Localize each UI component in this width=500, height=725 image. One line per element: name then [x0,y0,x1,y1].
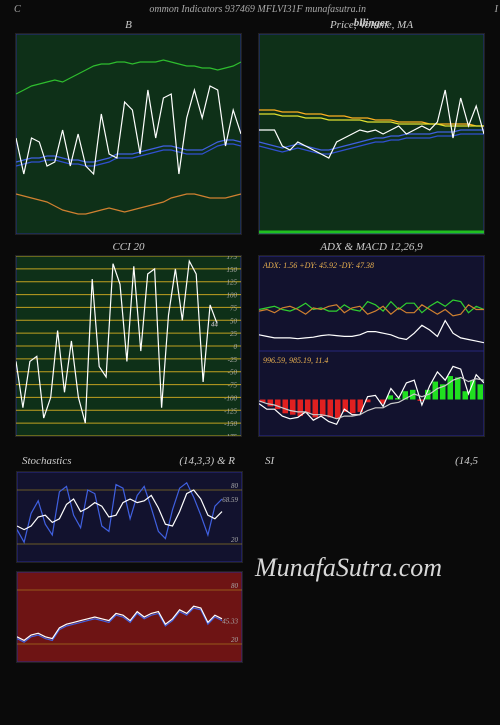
svg-text:80: 80 [231,582,239,590]
stoch-title-left: Stochastics [22,455,72,471]
svg-text:80: 80 [231,482,239,490]
svg-text:-75: -75 [228,382,238,390]
svg-text:100: 100 [227,292,238,300]
watermark-zone [260,471,485,563]
svg-text:68.59: 68.59 [222,496,238,504]
row-3: 20 80 68.59 [0,471,500,563]
svg-text:0: 0 [234,343,238,351]
panel-stoch: 20 80 68.59 [16,471,243,563]
svg-text:75: 75 [230,304,238,312]
row-3-titles: Stochastics (14,3,3) & R SI (14,5 [0,455,500,471]
svg-text:-50: -50 [228,369,238,377]
svg-text:996.59, 985.19, 11.4: 996.59, 985.19, 11.4 [263,356,328,365]
panel-price-chart [258,33,485,235]
rsi-title-left: SI [265,455,274,471]
header-title: ommon Indicators 937469 MFLVI31F munafas… [149,4,366,15]
svg-text:-125: -125 [224,407,237,415]
svg-text:-175: -175 [224,433,237,436]
svg-text:20: 20 [231,536,239,544]
svg-text:20: 20 [231,636,239,644]
price-title-overlap: bllinger [354,17,389,29]
svg-text:125: 125 [227,279,238,287]
header-right: I [495,4,498,15]
page-header: C ommon Indicators 937469 MFLVI31F munaf… [0,0,500,17]
svg-text:150: 150 [227,266,238,274]
svg-text:175: 175 [227,256,238,261]
panel-b-title: B [15,17,242,33]
panel-cci: CCI 20 -175 -150 -125 -100 -75 -50 -25 0 25 50 75 1… [15,239,242,437]
panel-b: B [15,17,242,235]
panel-rsi-chart: 20 80 45.33 [16,571,243,663]
panel-cci-title: CCI 20 [15,239,242,255]
grid: B Price, Volume, MA bllinger CCI 20 -175… [0,17,500,663]
svg-text:45.33: 45.33 [222,618,238,626]
svg-text:44: 44 [210,320,219,328]
panel-rsi-titlewrap: SI (14,5 [259,455,484,471]
panel-rsi: 20 80 45.33 [16,571,243,663]
panel-stoch-chart: 20 80 68.59 [16,471,243,563]
row-1: B Price, Volume, MA bllinger [0,17,500,235]
panel-cci-chart: -175 -150 -125 -100 -75 -50 -25 0 25 50 75 100 125 15… [15,255,242,437]
svg-text:-100: -100 [224,394,237,402]
panel-b-chart [15,33,242,235]
header-left: C [14,4,21,15]
row-2: CCI 20 -175 -150 -125 -100 -75 -50 -25 0 25 50 75 1… [0,239,500,437]
svg-text:25: 25 [230,330,238,338]
panel-stoch-titlewrap: Stochastics (14,3,3) & R [16,455,241,471]
svg-text:-25: -25 [228,356,238,364]
panel-price-ma: Price, Volume, MA bllinger [258,17,485,235]
rsi-title: SI (14,5 [259,455,484,471]
row-4: 20 80 45.33 [0,571,500,663]
panel-adx-title: ADX & MACD 12,26,9 [258,239,485,255]
stoch-title-right: (14,3,3) & R [179,455,235,471]
stoch-title: Stochastics (14,3,3) & R [16,455,241,471]
svg-text:-150: -150 [224,420,237,428]
svg-text:50: 50 [230,317,238,325]
panel-price-title: Price, Volume, MA bllinger [258,17,485,33]
svg-text:ADX: 1.56 +DY: 45.92 -DY:: ADX: 1.56 +DY: 45.92 -DY: 47.38 [262,261,374,270]
panel-adx-chart: ADX: 1.56 +DY: 45.92 -DY: 47.38996.59, 9… [258,255,485,437]
spacer [260,571,485,663]
rsi-title-right: (14,5 [455,455,478,471]
panel-adx-macd: ADX & MACD 12,26,9 ADX: 1.56 +DY: 45.92 … [258,239,485,437]
